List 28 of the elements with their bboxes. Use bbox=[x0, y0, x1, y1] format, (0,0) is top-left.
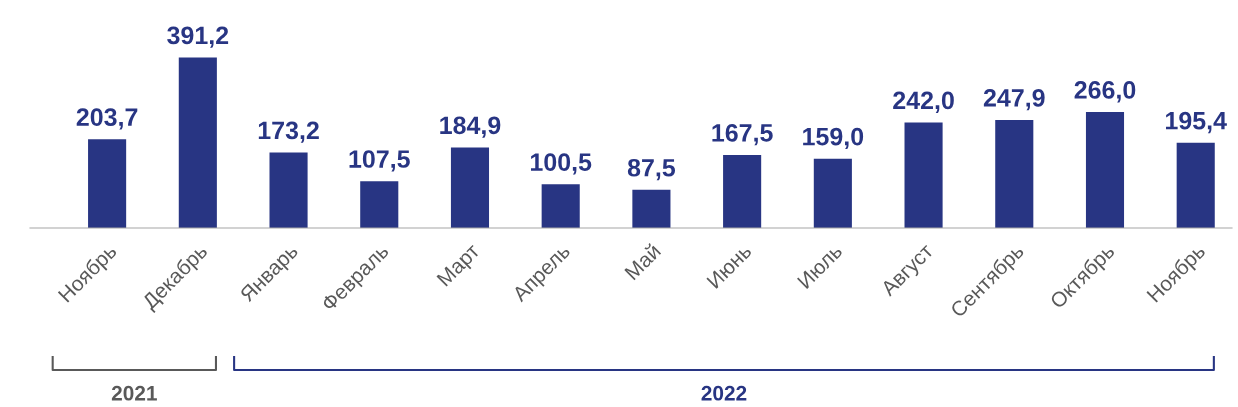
bar bbox=[1176, 142, 1215, 228]
bar bbox=[541, 184, 580, 228]
bar bbox=[269, 152, 308, 228]
data-label: 184,9 bbox=[440, 116, 501, 138]
data-label: 242,0 bbox=[893, 91, 954, 113]
bar bbox=[904, 122, 943, 228]
data-label: 266,0 bbox=[1074, 81, 1136, 103]
data-label: 107,5 bbox=[349, 150, 410, 172]
text: 2021 bbox=[111, 385, 157, 401]
data-label: 173,2 bbox=[258, 121, 319, 143]
bar bbox=[88, 139, 127, 228]
data-label: 195,4 bbox=[1166, 111, 1227, 134]
bar bbox=[360, 181, 399, 228]
bar bbox=[813, 158, 852, 228]
bar bbox=[995, 119, 1034, 228]
data-label: 203,7 bbox=[76, 108, 138, 130]
bar bbox=[632, 189, 671, 228]
text: 2022 bbox=[701, 385, 747, 401]
data-label: 87,5 bbox=[627, 158, 676, 181]
data-label: 159,0 bbox=[803, 127, 864, 150]
data-label: 391,2 bbox=[167, 26, 229, 48]
bar bbox=[178, 57, 217, 228]
bar bbox=[1085, 112, 1125, 228]
data-label: 247,9 bbox=[983, 88, 1045, 111]
bar bbox=[723, 155, 762, 228]
data-label: 100,5 bbox=[530, 153, 592, 175]
data-label: 167,5 bbox=[712, 124, 773, 146]
bar bbox=[450, 147, 490, 228]
